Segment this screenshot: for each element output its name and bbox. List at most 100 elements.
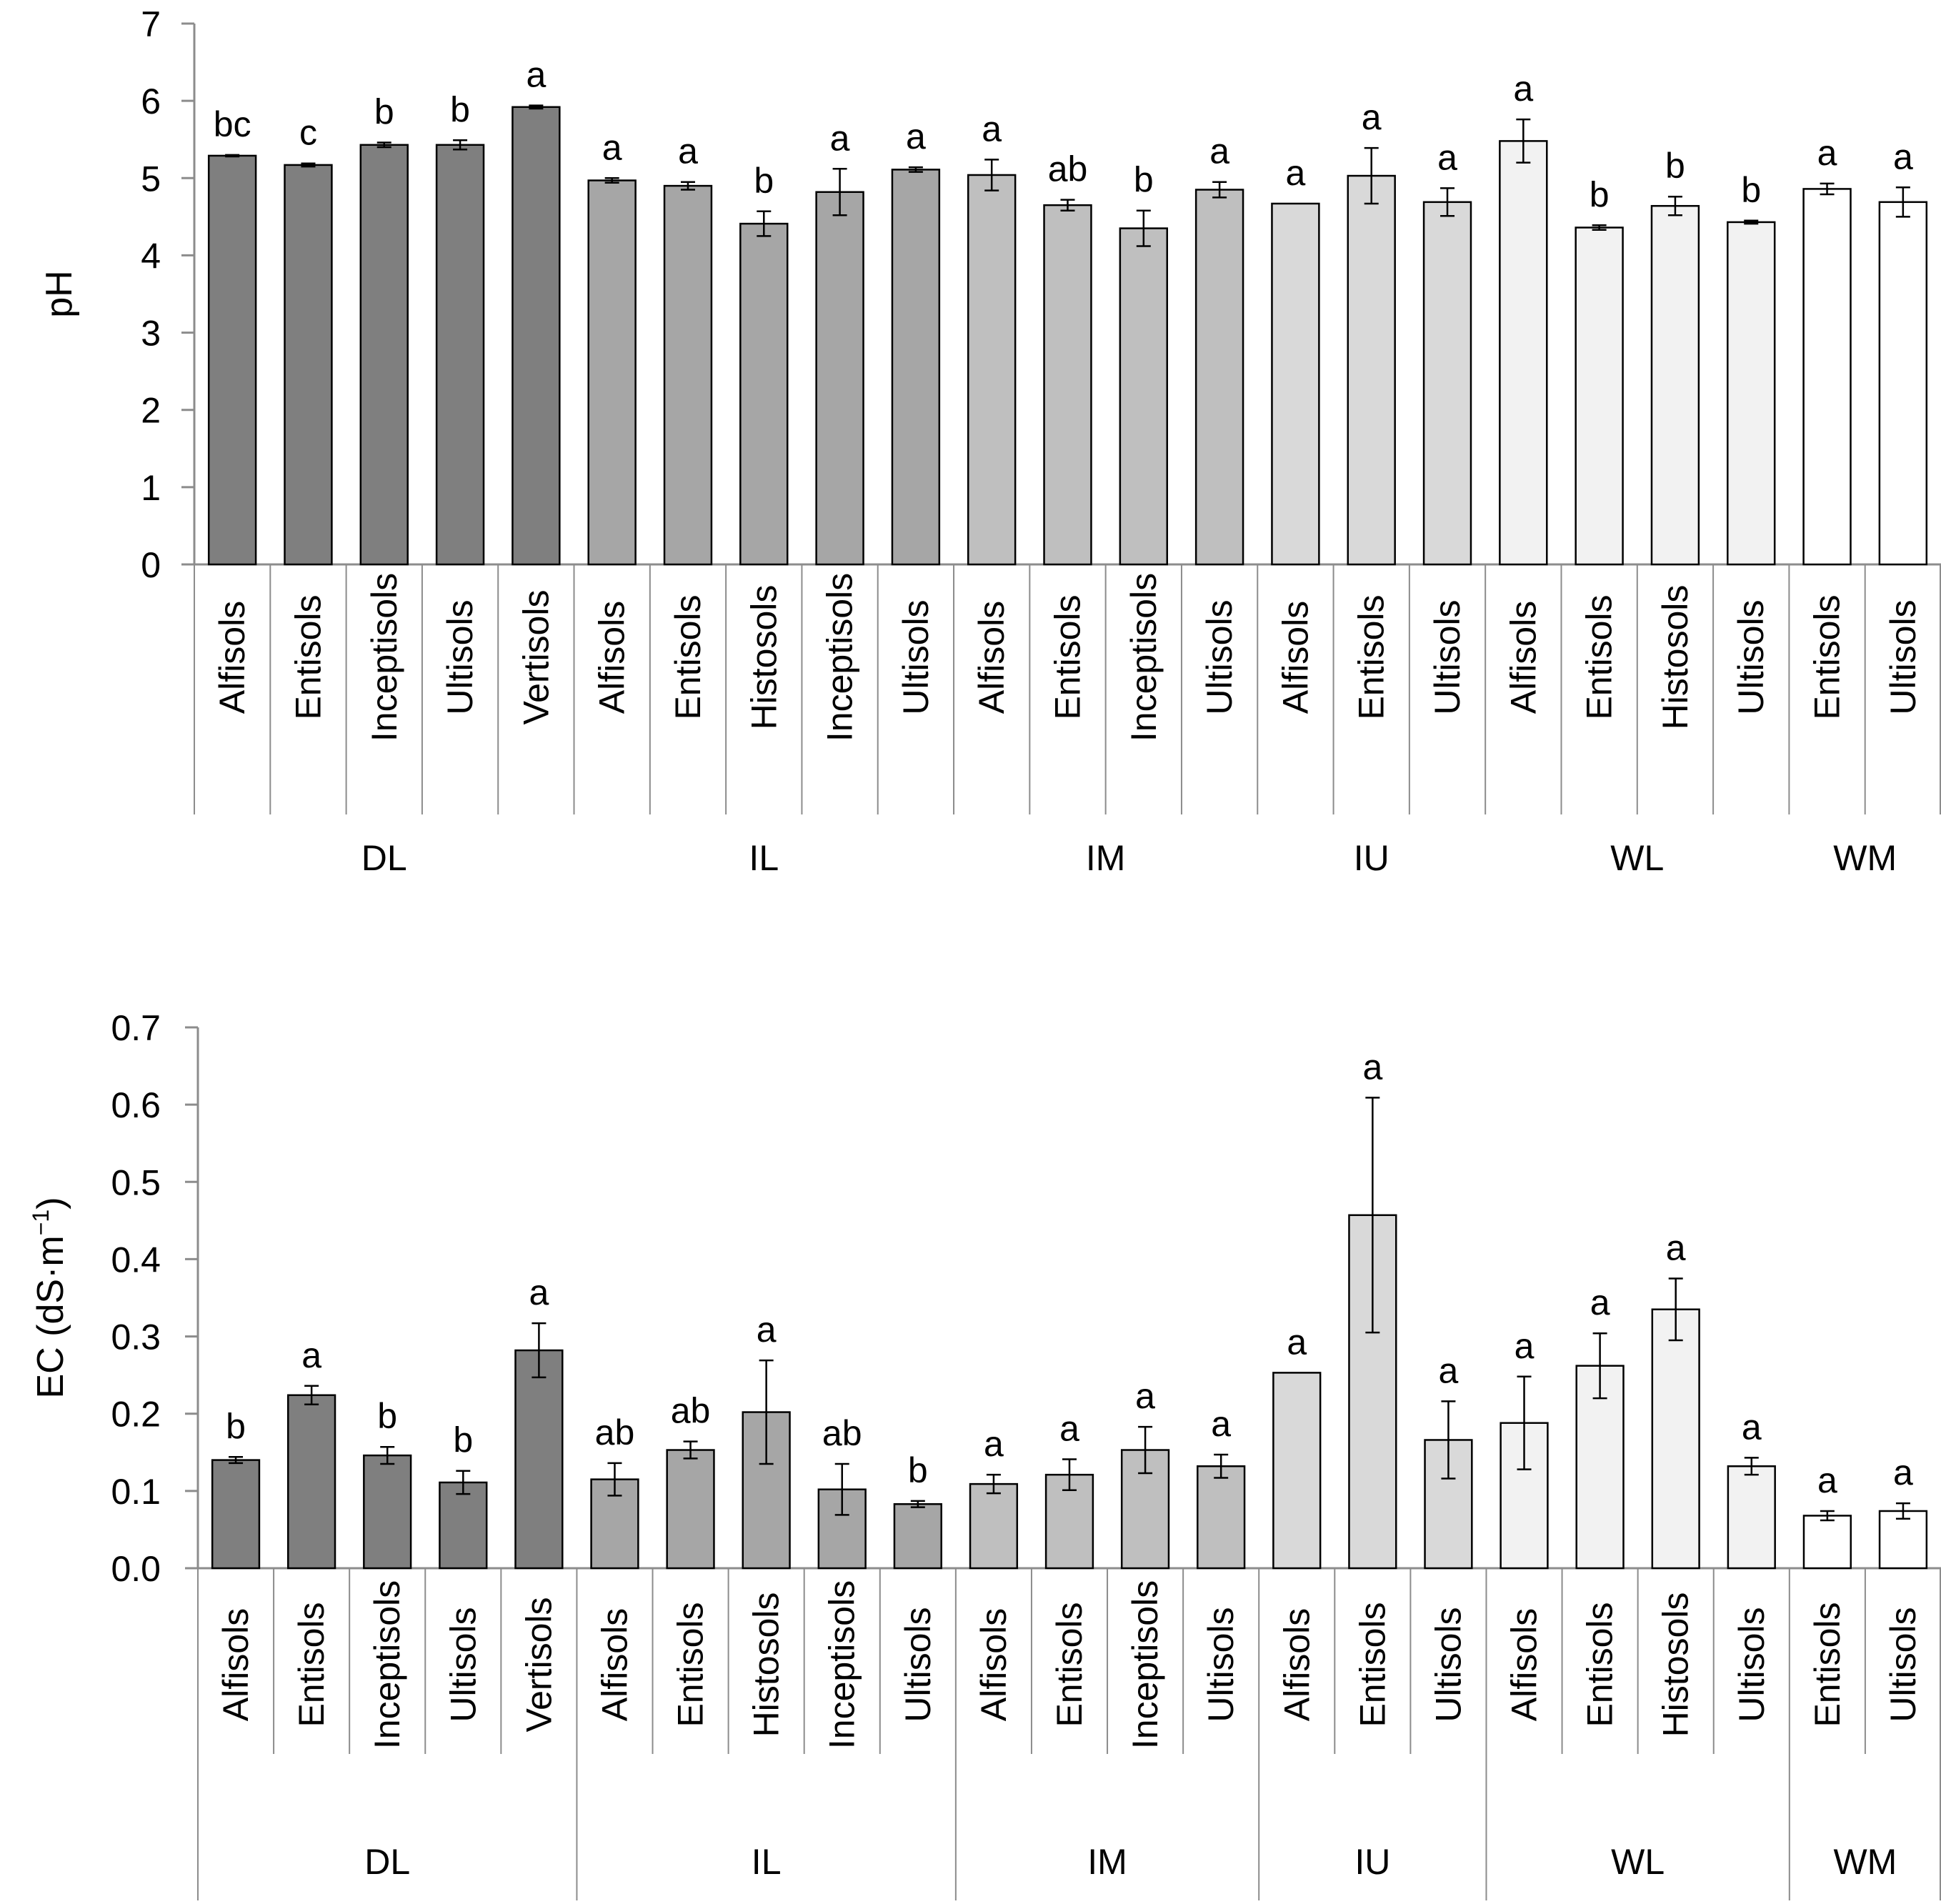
significance-letter: a [1893, 136, 1913, 176]
group-label-wl: WL [1610, 838, 1664, 878]
significance-letter: a [1893, 1452, 1913, 1492]
significance-letter: b [1590, 174, 1610, 214]
bar [1347, 174, 1396, 566]
significance-letter: a [1437, 137, 1457, 177]
category-label: Entisols [668, 594, 708, 719]
y-tick-label: 2 [141, 391, 161, 431]
category-label: Entisols [1807, 594, 1847, 719]
bar [967, 174, 1017, 566]
bar [1499, 140, 1548, 566]
category-label: Ultisols [1199, 599, 1239, 714]
category-label: Ultisols [1731, 599, 1771, 714]
category-label: Ultisols [1201, 1607, 1241, 1722]
significance-letter: a [1286, 153, 1306, 193]
category-label: Alfisols [1275, 601, 1315, 714]
significance-letter: b [908, 1450, 928, 1490]
category-label: Ultisols [1428, 1607, 1468, 1722]
bar [587, 179, 637, 566]
group-label-iu: IU [1354, 838, 1389, 878]
category-label: Alfisols [972, 601, 1012, 714]
group-label-wm: WM [1833, 838, 1897, 878]
category-label: Inceptisols [1125, 1580, 1165, 1749]
category-label: Histosols [747, 1593, 787, 1738]
significance-letter: a [906, 116, 926, 156]
significance-letter: ab [595, 1412, 635, 1452]
y-axis-title-close: ) [30, 1197, 71, 1209]
bar [1575, 226, 1624, 566]
y-axis-title: pH [39, 270, 80, 317]
significance-letter: a [1209, 131, 1229, 171]
category-label: Ultisols [440, 599, 480, 714]
category-label: Histosols [1656, 1593, 1696, 1738]
y-axis-title-text: pH [39, 270, 80, 317]
significance-letter: b [450, 89, 470, 129]
bar [1271, 202, 1320, 566]
bar [1651, 1308, 1700, 1570]
bar [211, 1459, 261, 1570]
significance-letter: a [1135, 1376, 1155, 1416]
significance-letter: b [754, 161, 774, 201]
bar [1727, 1465, 1776, 1570]
bar [359, 144, 409, 566]
y-tick-label: 0.2 [111, 1395, 161, 1435]
significance-letter: a [1742, 1407, 1762, 1447]
category-label: Inceptisols [1124, 573, 1164, 742]
bar [1194, 189, 1244, 566]
category-label: Entisols [1048, 594, 1088, 719]
group-label-wm: WM [1833, 1842, 1897, 1882]
category-label: Entisols [291, 1602, 331, 1727]
y-axis-title-superscript: −1 [28, 1210, 54, 1235]
group-label-iu: IU [1354, 1842, 1390, 1882]
significance-letter: ab [1048, 149, 1088, 189]
bar [1197, 1465, 1246, 1570]
significance-letter: a [1211, 1404, 1231, 1444]
category-label: Entisols [1352, 1602, 1392, 1727]
y-tick-label: 6 [141, 81, 161, 121]
significance-letter: a [984, 1424, 1004, 1464]
bar [1802, 1515, 1852, 1570]
significance-letter: b [1741, 170, 1761, 210]
category-label: Vertisols [519, 1598, 559, 1733]
y-axis-title-text: EC (dS·m [30, 1235, 71, 1398]
bar [1727, 221, 1776, 566]
significance-letter: c [299, 113, 317, 153]
group-label-im: IM [1086, 838, 1126, 878]
significance-letter: b [374, 92, 394, 132]
category-label: Ultisols [898, 1607, 938, 1722]
category-label: Ultisols [1427, 599, 1467, 714]
bar [439, 1481, 488, 1570]
bar [590, 1478, 639, 1570]
bar [1650, 204, 1700, 566]
group-label-dl: DL [364, 1842, 410, 1882]
bar [1044, 1473, 1094, 1570]
y-axis-title: EC (dS·m−1) [28, 1197, 71, 1398]
significance-letter: b [226, 1406, 246, 1446]
significance-letter: a [301, 1335, 321, 1375]
y-tick-label: 5 [141, 159, 161, 199]
group-label-im: IM [1087, 1842, 1127, 1882]
category-label: Entisols [288, 594, 328, 719]
y-tick-label: 0.7 [111, 1008, 161, 1048]
bar [666, 1449, 715, 1570]
category-label: Alfisols [212, 601, 252, 714]
bar [815, 191, 864, 566]
y-tick-label: 0.4 [111, 1240, 161, 1280]
y-tick-label: 0.6 [111, 1085, 161, 1125]
y-tick-label: 3 [141, 314, 161, 354]
significance-letter: a [1515, 1326, 1535, 1366]
y-tick-label: 4 [141, 236, 161, 276]
significance-letter: a [602, 127, 622, 167]
significance-letter: ab [822, 1413, 862, 1453]
bar [1878, 201, 1928, 566]
bar [514, 1349, 564, 1570]
bar [363, 1454, 412, 1570]
significance-letter: a [1059, 1409, 1079, 1449]
category-label: Ultisols [1883, 599, 1923, 714]
bar [207, 154, 257, 566]
y-tick-label: 0.1 [111, 1472, 161, 1512]
ph-chart: 0 1 2 3 4 5 6 7 pH DL IL IM IU WL WM bc Alfisols c Entisol… [39, 4, 1941, 878]
bar [1043, 204, 1092, 566]
significance-letter: bc [214, 104, 251, 144]
significance-letter: a [529, 1272, 549, 1312]
